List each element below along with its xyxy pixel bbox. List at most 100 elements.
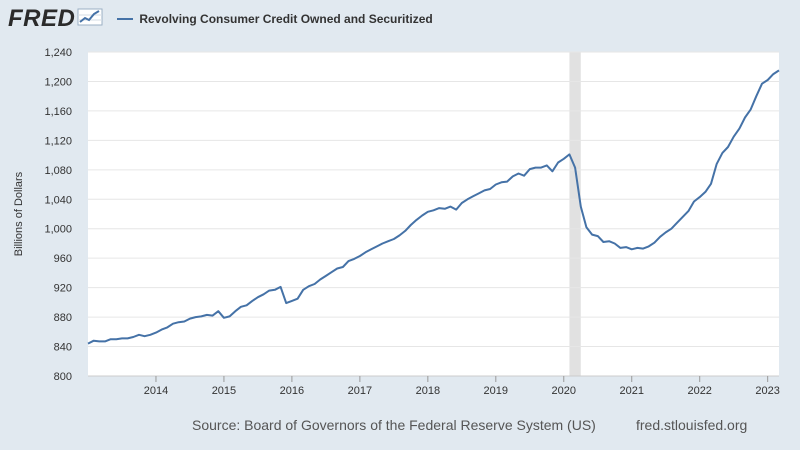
data-point[interactable] bbox=[380, 241, 385, 246]
data-point[interactable] bbox=[346, 259, 351, 264]
data-point[interactable] bbox=[680, 214, 685, 219]
data-point[interactable] bbox=[731, 134, 736, 139]
data-point[interactable] bbox=[692, 199, 697, 204]
data-point[interactable] bbox=[675, 220, 680, 225]
data-point[interactable] bbox=[119, 336, 124, 341]
data-point[interactable] bbox=[760, 81, 765, 86]
data-point[interactable] bbox=[335, 266, 340, 271]
data-point[interactable] bbox=[476, 191, 481, 196]
data-point[interactable] bbox=[108, 337, 113, 342]
data-point[interactable] bbox=[102, 339, 107, 344]
data-point[interactable] bbox=[227, 314, 232, 319]
data-point[interactable] bbox=[301, 287, 306, 292]
data-point[interactable] bbox=[522, 173, 527, 178]
data-point[interactable] bbox=[176, 320, 181, 325]
data-point[interactable] bbox=[363, 250, 368, 255]
data-point[interactable] bbox=[391, 237, 396, 242]
data-point[interactable] bbox=[165, 325, 170, 330]
data-point[interactable] bbox=[777, 68, 782, 73]
data-point[interactable] bbox=[91, 338, 96, 343]
data-point[interactable] bbox=[329, 270, 334, 275]
data-point[interactable] bbox=[595, 234, 600, 239]
data-point[interactable] bbox=[352, 256, 357, 261]
data-point[interactable] bbox=[374, 244, 379, 249]
data-point[interactable] bbox=[86, 341, 91, 346]
data-point[interactable] bbox=[193, 315, 198, 320]
data-point[interactable] bbox=[533, 165, 538, 170]
fred-logo[interactable]: FRED bbox=[8, 5, 103, 33]
data-point[interactable] bbox=[765, 77, 770, 82]
data-point[interactable] bbox=[459, 200, 464, 205]
data-point[interactable] bbox=[148, 332, 153, 337]
data-point[interactable] bbox=[312, 281, 317, 286]
data-point[interactable] bbox=[204, 312, 209, 317]
data-point[interactable] bbox=[584, 225, 589, 230]
data-point[interactable] bbox=[199, 314, 204, 319]
data-point[interactable] bbox=[170, 321, 175, 326]
site-link[interactable]: fred.stlouisfed.org bbox=[636, 417, 748, 433]
data-point[interactable] bbox=[323, 273, 328, 278]
data-point[interactable] bbox=[216, 309, 221, 314]
data-point[interactable] bbox=[233, 309, 238, 314]
data-point[interactable] bbox=[550, 169, 555, 174]
data-point[interactable] bbox=[697, 195, 702, 200]
data-point[interactable] bbox=[318, 277, 323, 282]
data-point[interactable] bbox=[403, 228, 408, 233]
data-point[interactable] bbox=[442, 206, 447, 211]
data-point[interactable] bbox=[527, 167, 532, 172]
data-point[interactable] bbox=[658, 234, 663, 239]
data-point[interactable] bbox=[267, 288, 272, 293]
data-point[interactable] bbox=[431, 208, 436, 213]
data-point[interactable] bbox=[709, 181, 714, 186]
data-point[interactable] bbox=[737, 126, 742, 131]
data-point[interactable] bbox=[590, 232, 595, 237]
data-point[interactable] bbox=[142, 334, 147, 339]
data-point[interactable] bbox=[714, 161, 719, 166]
data-point[interactable] bbox=[544, 163, 549, 168]
data-point[interactable] bbox=[182, 319, 187, 324]
data-point[interactable] bbox=[652, 240, 657, 245]
data-point[interactable] bbox=[499, 180, 504, 185]
data-point[interactable] bbox=[539, 165, 544, 170]
data-point[interactable] bbox=[567, 152, 572, 157]
data-point[interactable] bbox=[153, 330, 158, 335]
data-point[interactable] bbox=[578, 204, 583, 209]
data-point[interactable] bbox=[601, 239, 606, 244]
data-point[interactable] bbox=[646, 244, 651, 249]
data-point[interactable] bbox=[261, 292, 266, 297]
data-point[interactable] bbox=[221, 315, 226, 320]
data-point[interactable] bbox=[505, 179, 510, 184]
data-point[interactable] bbox=[556, 160, 561, 165]
data-point[interactable] bbox=[754, 94, 759, 99]
data-point[interactable] bbox=[386, 239, 391, 244]
data-point[interactable] bbox=[493, 182, 498, 187]
data-point[interactable] bbox=[136, 332, 141, 337]
data-point[interactable] bbox=[340, 265, 345, 270]
data-point[interactable] bbox=[244, 303, 249, 308]
data-point[interactable] bbox=[425, 209, 430, 214]
data-point[interactable] bbox=[612, 241, 617, 246]
data-point[interactable] bbox=[369, 247, 374, 252]
data-point[interactable] bbox=[420, 213, 425, 218]
data-point[interactable] bbox=[284, 301, 289, 306]
data-point[interactable] bbox=[635, 245, 640, 250]
data-point[interactable] bbox=[306, 284, 311, 289]
data-point[interactable] bbox=[397, 233, 402, 238]
data-point[interactable] bbox=[748, 107, 753, 112]
data-point[interactable] bbox=[238, 304, 243, 309]
data-point[interactable] bbox=[250, 298, 255, 303]
data-point[interactable] bbox=[210, 313, 215, 318]
data-point[interactable] bbox=[159, 327, 164, 332]
data-point[interactable] bbox=[771, 72, 776, 77]
data-point[interactable] bbox=[703, 189, 708, 194]
data-point[interactable] bbox=[488, 186, 493, 191]
data-point[interactable] bbox=[641, 246, 646, 251]
data-point[interactable] bbox=[289, 298, 294, 303]
data-point[interactable] bbox=[272, 287, 277, 292]
data-point[interactable] bbox=[187, 316, 192, 321]
data-point[interactable] bbox=[618, 245, 623, 250]
data-point[interactable] bbox=[482, 188, 487, 193]
data-point[interactable] bbox=[573, 165, 578, 170]
data-point[interactable] bbox=[131, 334, 136, 339]
data-point[interactable] bbox=[720, 150, 725, 155]
